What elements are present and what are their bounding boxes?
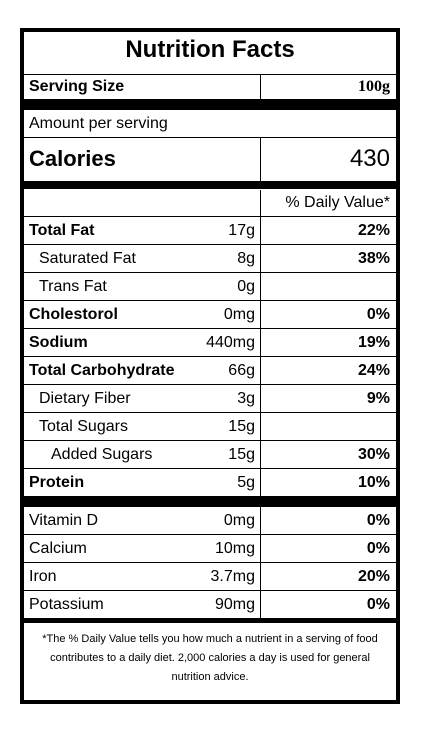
nutrient-row: Trans Fat 0g	[24, 273, 396, 300]
divider	[24, 590, 396, 591]
label-title: Nutrition Facts	[125, 36, 295, 63]
daily-value-header: % Daily Value*	[285, 194, 390, 211]
nutrient-amount: 440mg	[206, 334, 255, 351]
nutrient-row: Added Sugars 15g 30%	[24, 441, 396, 468]
nutrient-name: Sodium	[29, 334, 88, 351]
column-divider	[260, 507, 261, 618]
vitamin-amount: 90mg	[214, 596, 255, 613]
thick-divider	[24, 181, 396, 189]
divider	[24, 244, 396, 245]
divider	[24, 356, 396, 357]
nutrient-amount: 0g	[237, 278, 255, 295]
nutrient-amount: 66g	[228, 362, 255, 379]
nutrient-daily-value: 0%	[366, 306, 390, 323]
daily-value-header-row: % Daily Value*	[24, 190, 396, 216]
vitamin-name: Vitamin D	[29, 512, 99, 529]
nutrient-amount: 5g	[237, 474, 255, 491]
nutrient-name: Total Sugars	[39, 418, 128, 435]
nutrient-name: Total Carbohydrate	[29, 362, 175, 379]
nutrient-name: Protein	[29, 474, 85, 491]
divider	[24, 384, 396, 385]
divider	[24, 440, 396, 441]
daily-value-footnote: *The % Daily Value tells you how much a …	[42, 633, 378, 683]
column-divider	[260, 190, 261, 496]
nutrient-row: Total Carbohydrate 66g 24%	[24, 357, 396, 384]
divider	[24, 137, 396, 138]
divider	[24, 300, 396, 301]
calories-value: 430	[349, 145, 390, 172]
nutrient-row: Dietary Fiber 3g 9%	[24, 385, 396, 412]
nutrient-row: Cholestorol 0mg 0%	[24, 301, 396, 328]
nutrient-daily-value: 30%	[357, 446, 390, 463]
amount-per-serving-label: Amount per serving	[29, 115, 168, 132]
vitamin-daily-value: 0%	[366, 540, 390, 557]
nutrient-name: Dietary Fiber	[39, 390, 131, 407]
nutrient-name: Trans Fat	[39, 278, 107, 295]
nutrient-amount: 3g	[237, 390, 255, 407]
vitamin-daily-value: 0%	[366, 512, 390, 529]
vitamin-daily-value: 0%	[366, 596, 390, 613]
vitamin-amount: 3.7mg	[210, 568, 255, 585]
column-divider	[260, 138, 261, 181]
nutrient-name: Saturated Fat	[39, 250, 136, 267]
nutrient-amount: 15g	[228, 446, 255, 463]
divider	[24, 412, 396, 413]
thick-divider	[24, 496, 396, 507]
nutrient-amount: 15g	[228, 418, 255, 435]
vitamin-name: Potassium	[29, 596, 104, 613]
vitamin-row: Calcium 10mg 0%	[24, 535, 396, 562]
column-divider	[260, 75, 261, 99]
divider	[24, 562, 396, 563]
nutrient-row: Sodium 440mg 19%	[24, 329, 396, 356]
nutrient-amount: 8g	[237, 250, 255, 267]
nutrient-row: Total Sugars 15g	[24, 413, 396, 440]
vitamin-daily-value: 20%	[357, 568, 390, 585]
serving-size-label: Serving Size	[29, 78, 125, 95]
divider	[24, 328, 396, 329]
calories-label: Calories	[29, 146, 116, 171]
nutrient-row: Protein 5g 10%	[24, 469, 396, 496]
nutrient-name: Cholestorol	[29, 306, 118, 323]
vitamin-amount: 0mg	[223, 512, 255, 529]
nutrient-daily-value: 22%	[357, 222, 390, 239]
divider	[24, 216, 396, 217]
nutrient-daily-value: 10%	[357, 474, 390, 491]
calories-row: Calories 430	[24, 138, 396, 180]
divider	[24, 74, 396, 75]
serving-size-row: Serving Size 100g	[24, 75, 396, 99]
vitamin-name: Iron	[29, 568, 57, 585]
vitamin-row: Vitamin D 0mg 0%	[24, 507, 396, 534]
nutrient-daily-value: 38%	[357, 250, 390, 267]
nutrient-row: Total Fat 17g 22%	[24, 217, 396, 244]
thick-divider	[24, 99, 396, 110]
nutrient-daily-value: 24%	[357, 362, 390, 379]
vitamin-amount: 10mg	[214, 540, 255, 557]
nutrient-name: Total Fat	[29, 222, 95, 239]
vitamin-row: Potassium 90mg 0%	[24, 591, 396, 618]
nutrition-facts-label: Nutrition Facts Serving Size 100g Amount…	[20, 28, 400, 704]
nutrient-daily-value: 19%	[357, 334, 390, 351]
vitamin-name: Calcium	[29, 540, 87, 557]
thick-divider	[24, 618, 396, 623]
divider	[24, 534, 396, 535]
nutrient-amount: 0mg	[223, 306, 255, 323]
nutrient-row: Saturated Fat 8g 38%	[24, 245, 396, 272]
serving-size-value: 100g	[358, 78, 390, 95]
nutrient-amount: 17g	[228, 222, 255, 239]
amount-per-serving-row: Amount per serving	[24, 112, 396, 136]
vitamin-row: Iron 3.7mg 20%	[24, 563, 396, 590]
divider	[24, 468, 396, 469]
nutrient-daily-value: 9%	[366, 390, 390, 407]
nutrient-name: Added Sugars	[51, 446, 153, 463]
divider	[24, 272, 396, 273]
